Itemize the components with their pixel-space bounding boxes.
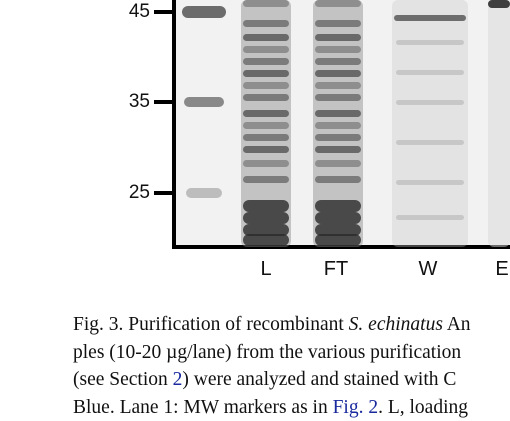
lane-e-band bbox=[488, 0, 510, 8]
lane-w-band bbox=[396, 180, 464, 185]
marker-band-35 bbox=[184, 97, 224, 107]
lane-ft-band bbox=[315, 176, 361, 183]
unit-text: µg/lane bbox=[166, 342, 225, 363]
lane-ft-band bbox=[315, 94, 361, 101]
lane-ft-band bbox=[315, 160, 361, 167]
lane-w-band bbox=[396, 70, 464, 75]
lane-l-band bbox=[243, 70, 289, 77]
lane-l-band bbox=[243, 146, 289, 153]
lane-label-elution: E bbox=[482, 258, 510, 280]
lane-w-band bbox=[394, 15, 466, 21]
lane-ft-band bbox=[315, 134, 361, 141]
lane-ft-band bbox=[315, 46, 361, 53]
caption-text: ) from the various purification bbox=[225, 342, 461, 363]
caption-text: ples (10-20 bbox=[73, 342, 166, 363]
marker-band-25 bbox=[186, 188, 222, 198]
lane-l-band bbox=[243, 176, 289, 183]
lane-ft-band bbox=[315, 70, 361, 77]
lane-ft-band bbox=[315, 0, 361, 7]
lane-label-loading: L bbox=[246, 258, 286, 280]
lane-l-band bbox=[243, 212, 289, 224]
lane-ft-band bbox=[315, 146, 361, 153]
sds-page-gel bbox=[0, 0, 510, 290]
lane-e-smear bbox=[488, 0, 510, 247]
lane-label-wash: W bbox=[408, 258, 448, 280]
lane-ft-band bbox=[315, 110, 361, 117]
caption-line-3: (see Section 2) were analyzed and staine… bbox=[73, 366, 510, 394]
lane-l-band bbox=[243, 234, 289, 246]
caption-text: (see Section bbox=[73, 369, 173, 390]
caption-text: . L, loading bbox=[378, 397, 468, 418]
lane-ft-band bbox=[315, 122, 361, 129]
lane-w-smear bbox=[392, 0, 468, 247]
lane-w-band bbox=[396, 215, 464, 220]
lane-w-band bbox=[396, 40, 464, 45]
caption-text: An bbox=[443, 314, 471, 335]
species-name: S. echinatus bbox=[349, 314, 443, 335]
caption-line-1: Fig. 3. Purification of recombinant S. e… bbox=[73, 311, 510, 339]
lane-l-band bbox=[243, 134, 289, 141]
lane-ft-band bbox=[315, 82, 361, 89]
lane-ft-band bbox=[315, 200, 361, 212]
lane-l-band bbox=[243, 122, 289, 129]
caption-text: ) were analyzed and stained with C bbox=[182, 369, 456, 390]
mw-label-35: 35 bbox=[106, 92, 150, 112]
lane-l-band bbox=[243, 34, 289, 41]
lane-l-band bbox=[243, 110, 289, 117]
lane-ft-band bbox=[315, 212, 361, 224]
lane-l-band bbox=[243, 0, 289, 7]
lane-ft-band bbox=[315, 34, 361, 41]
lane-l-band bbox=[243, 20, 289, 27]
lane-l-band bbox=[243, 200, 289, 212]
lane-w-band bbox=[396, 140, 464, 145]
mw-label-25: 25 bbox=[106, 183, 150, 203]
lane-l-band bbox=[243, 46, 289, 53]
lane-l-band bbox=[243, 82, 289, 89]
caption-line-4: Blue. Lane 1: MW markers as in Fig. 2. L… bbox=[73, 394, 510, 421]
section-reference-link[interactable]: 2 bbox=[173, 369, 183, 390]
caption-line-2: ples (10-20 µg/lane) from the various pu… bbox=[73, 339, 510, 367]
lane-l-band bbox=[243, 160, 289, 167]
lane-ft-band bbox=[315, 58, 361, 65]
lane-w-band bbox=[396, 100, 464, 105]
lane-ft-band bbox=[315, 234, 361, 246]
lane-label-flowthrough: FT bbox=[316, 258, 356, 280]
gel-figure: 45 35 25 L FT W E bbox=[0, 0, 510, 290]
caption-text: Blue. Lane 1: MW markers as in bbox=[73, 397, 333, 418]
figure-reference-link[interactable]: Fig. 2 bbox=[333, 397, 379, 418]
lane-ft-band bbox=[315, 20, 361, 27]
lane-l-band bbox=[243, 58, 289, 65]
figure-caption: Fig. 3. Purification of recombinant S. e… bbox=[73, 311, 510, 421]
caption-text: Fig. 3. Purification of recombinant bbox=[73, 314, 349, 335]
marker-band-45 bbox=[182, 6, 226, 18]
mw-label-45: 45 bbox=[106, 2, 150, 22]
lane-l-band bbox=[243, 94, 289, 101]
